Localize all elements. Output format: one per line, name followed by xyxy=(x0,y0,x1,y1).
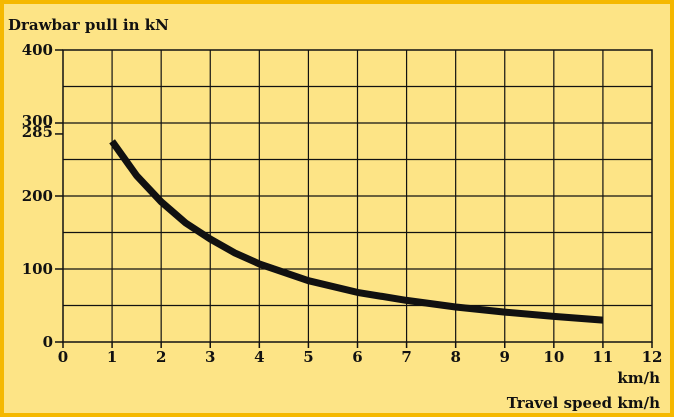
y-tick-label: 400 xyxy=(22,41,53,59)
x-tick-label: 2 xyxy=(156,348,166,366)
x-tick-label: 1 xyxy=(107,348,117,366)
x-tick-label: 10 xyxy=(543,348,564,366)
x-tick-label: 7 xyxy=(401,348,411,366)
chart-series xyxy=(109,139,604,324)
x-tick-label: 12 xyxy=(642,348,663,366)
y-tick-label: 0 xyxy=(43,333,53,351)
x-axis-label: Travel speed km/h xyxy=(507,394,660,412)
x-tick-label: 8 xyxy=(450,348,460,366)
y-tick-label: 300 xyxy=(22,112,53,130)
y-tick-label: 200 xyxy=(22,187,53,205)
x-tick-label: 5 xyxy=(303,348,313,366)
x-tick-label: 9 xyxy=(500,348,510,366)
x-tick-label: 6 xyxy=(352,348,362,366)
y-tick-label: 100 xyxy=(22,260,53,278)
chart-title: Drawbar pull in kN xyxy=(8,16,169,34)
x-axis-unit: km/h xyxy=(617,369,660,387)
x-tick-label: 0 xyxy=(58,348,68,366)
x-tick-label: 3 xyxy=(205,348,215,366)
x-tick-label: 4 xyxy=(254,348,264,366)
x-axis-ticks: 0 1 2 3 4 5 6 7 8 9 10 11 12 xyxy=(58,342,663,366)
y-tick-label: 285 xyxy=(22,123,53,141)
series-line xyxy=(109,139,604,324)
x-tick-label: 11 xyxy=(592,348,613,366)
